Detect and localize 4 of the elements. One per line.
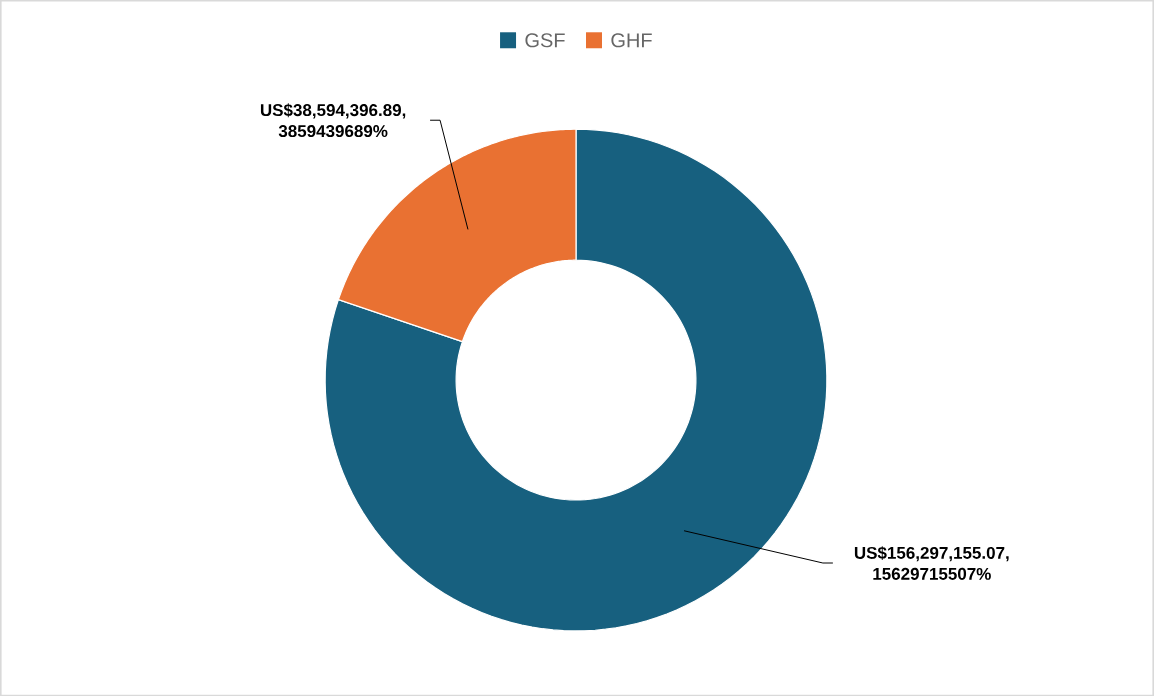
data-label: US$38,594,396.89, 3859439689% [260, 103, 406, 138]
legend-label: GSF [525, 33, 565, 48]
legend-label: GHF [611, 33, 652, 48]
data-label: US$156,297,155.07, 15629715507% [854, 546, 1009, 580]
